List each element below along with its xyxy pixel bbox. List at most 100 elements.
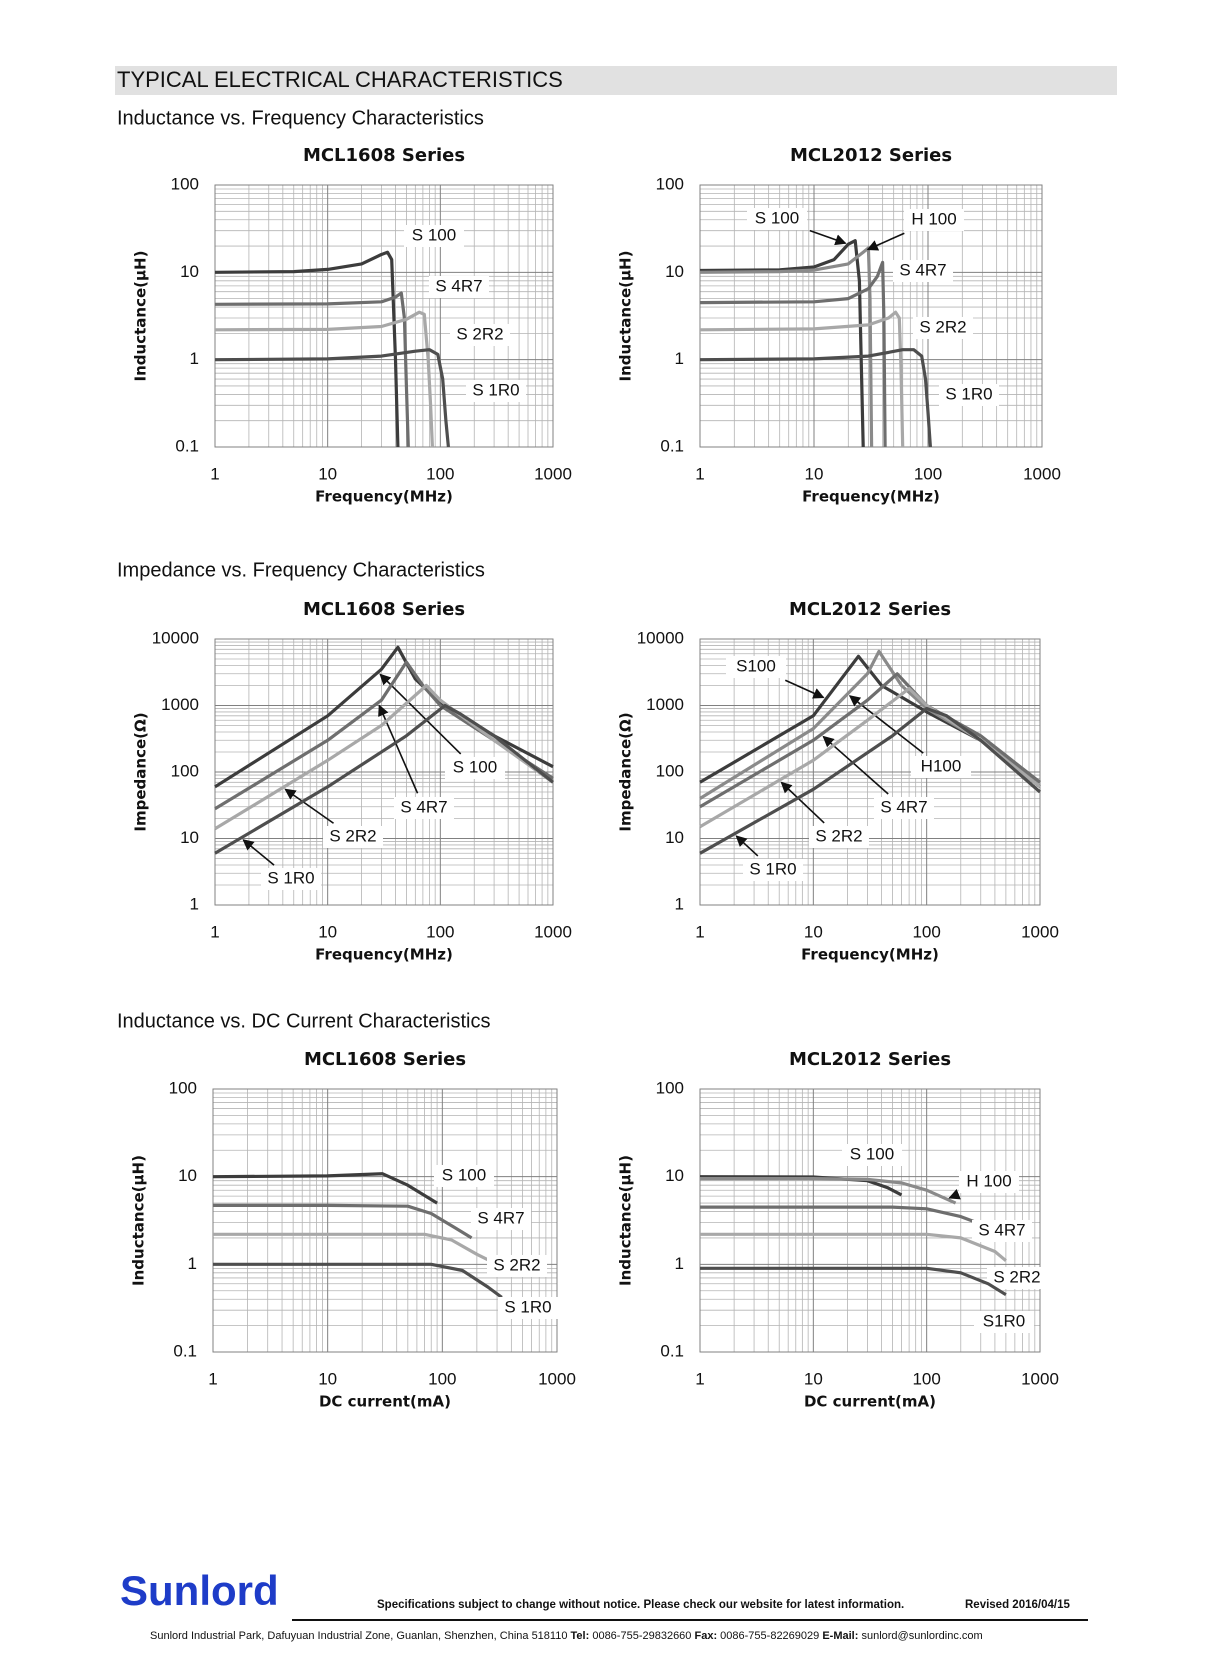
label-arrow (735, 835, 759, 857)
series-label: S 4R7 (477, 1208, 524, 1227)
label-bg (874, 797, 934, 819)
chart-title: MCL2012 Series (790, 145, 952, 166)
y-tick-label: 1000 (646, 695, 684, 714)
fax: 0086-755-82269029 (720, 1630, 819, 1642)
series-label: H 100 (911, 209, 956, 228)
label-bg (434, 1165, 494, 1187)
y-tick-label: 1 (675, 1254, 684, 1273)
label-arrow (809, 229, 847, 246)
series-label: S 2R2 (993, 1267, 1040, 1286)
x-tick-label: 10 (318, 922, 337, 941)
x-tick-label: 100 (428, 1369, 456, 1388)
y-tick-label: 100 (171, 174, 199, 193)
chart-title: MCL2012 Series (789, 599, 951, 620)
y-tick-label: 1 (190, 894, 199, 913)
y-tick-label: 10000 (637, 628, 684, 647)
label-bg (466, 380, 526, 402)
y-tick-label: 100 (656, 761, 684, 780)
chart-title: MCL1608 Series (304, 1049, 466, 1070)
series-line (214, 348, 450, 448)
x-tick-label: 1000 (1021, 922, 1059, 941)
y-tick-label: 0.1 (173, 1341, 197, 1360)
y-tick-label: 10 (665, 262, 684, 281)
y-tick-label: 10 (665, 828, 684, 847)
y-tick-label: 10 (665, 1166, 684, 1185)
x-tick-label: 1000 (534, 922, 572, 941)
header-bar (115, 66, 1117, 95)
series-label: S 2R2 (456, 324, 503, 343)
series-line (699, 310, 905, 448)
series-line (214, 291, 410, 448)
x-tick-label: 10 (804, 1369, 823, 1388)
series-line (699, 246, 874, 448)
x-tick-label: 100 (426, 922, 454, 941)
label-bg (743, 859, 803, 881)
series-line (212, 1172, 438, 1205)
label-bg (261, 868, 321, 890)
series-line (700, 1177, 957, 1205)
series-line (700, 1232, 1007, 1262)
series-line (699, 672, 1041, 809)
label-bg (747, 208, 807, 230)
label-bg (726, 656, 786, 678)
label-arrow (379, 673, 462, 755)
x-tick-label: 100 (912, 1369, 940, 1388)
series-line (214, 310, 434, 448)
series-line (213, 1203, 473, 1240)
y-tick-label: 10 (178, 1166, 197, 1185)
label-bg (911, 756, 971, 778)
series-label: S 4R7 (978, 1220, 1025, 1239)
series-label: S 1R0 (504, 1297, 551, 1316)
series-label: S 2R2 (493, 1255, 540, 1274)
section-title: Inductance vs. Frequency Characteristics (117, 107, 484, 129)
label-bg (939, 384, 999, 406)
x-tick-label: 1000 (538, 1369, 576, 1388)
series-line (214, 250, 400, 448)
x-axis-title: Frequency(MHz) (802, 488, 940, 506)
y-axis-title: Inductance(μH) (617, 1155, 635, 1286)
label-bg (987, 1267, 1047, 1289)
series-label: H100 (921, 756, 962, 775)
series-line (699, 260, 887, 448)
y-axis-title: Inductance(μH) (130, 1155, 148, 1286)
x-tick-label: 10 (318, 464, 337, 483)
notice: Specifications subject to change without… (377, 1599, 904, 1611)
y-tick-label: 10 (180, 828, 199, 847)
label-bg (445, 757, 505, 779)
y-tick-label: 1 (675, 349, 684, 368)
label-bg (404, 225, 464, 247)
x-tick-label: 1 (695, 464, 704, 483)
y-tick-label: 1000 (161, 695, 199, 714)
label-bg (974, 1311, 1034, 1333)
y-tick-label: 10 (180, 262, 199, 281)
address: Sunlord Industrial Park, Dafuyuan Indust… (150, 1630, 567, 1642)
address-line: Sunlord Industrial Park, Dafuyuan Indust… (150, 1630, 983, 1642)
label-bg (487, 1255, 547, 1277)
y-axis-title: Inductance(μH) (132, 251, 150, 382)
x-tick-label: 1000 (1021, 1369, 1059, 1388)
label-arrow (242, 839, 275, 866)
x-tick-label: 100 (426, 464, 454, 483)
series-line (214, 683, 554, 831)
label-bg (429, 276, 489, 298)
label-bg (471, 1208, 531, 1230)
label-bg (893, 260, 953, 282)
brand: Sunlord (120, 1567, 279, 1614)
series-label: H 100 (966, 1171, 1011, 1190)
y-tick-label: 100 (656, 1078, 684, 1097)
label-bg (972, 1220, 1032, 1242)
series-label: S 4R7 (880, 797, 927, 816)
label-bg (450, 324, 510, 346)
section-title: Impedance vs. Frequency Characteristics (117, 559, 485, 581)
x-tick-label: 1000 (1023, 464, 1061, 483)
y-axis-title: Impedance(Ω) (132, 712, 150, 831)
tel-label: Tel: (571, 1630, 590, 1642)
series-line (213, 1262, 503, 1299)
tel: 0086-755-29832660 (592, 1630, 691, 1642)
y-tick-label: 1 (675, 894, 684, 913)
fax-label: Fax: (694, 1630, 717, 1642)
series-line (699, 348, 932, 448)
x-tick-label: 10 (804, 922, 823, 941)
x-axis-title: Frequency(MHz) (315, 488, 453, 506)
